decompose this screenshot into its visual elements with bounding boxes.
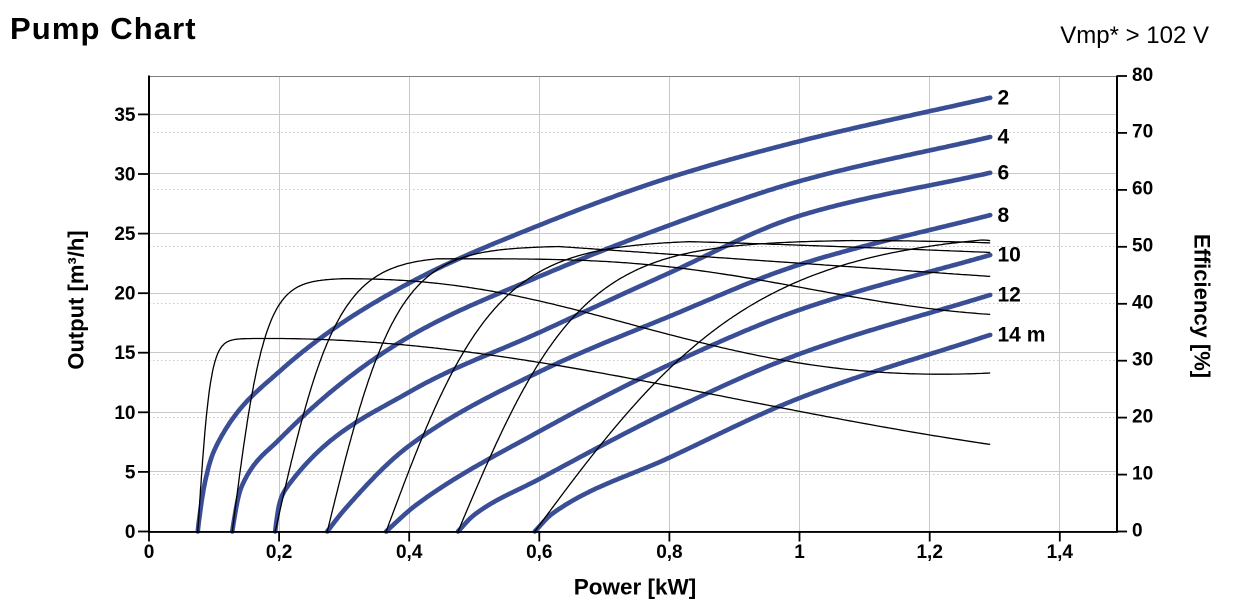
svg-text:30: 30 <box>114 165 135 186</box>
svg-text:15: 15 <box>114 343 136 364</box>
svg-text:6: 6 <box>998 162 1010 185</box>
svg-text:1: 1 <box>794 542 805 563</box>
svg-text:0: 0 <box>144 542 155 563</box>
svg-text:0,6: 0,6 <box>526 542 552 563</box>
svg-text:5: 5 <box>125 462 136 483</box>
svg-text:Power [kW]: Power [kW] <box>574 575 697 600</box>
svg-text:Output [m³/h]: Output [m³/h] <box>64 230 89 369</box>
svg-text:1,4: 1,4 <box>1047 542 1074 563</box>
svg-text:Efficiency [%]: Efficiency [%] <box>1190 234 1215 378</box>
svg-text:10: 10 <box>1132 463 1153 484</box>
svg-text:14 m: 14 m <box>998 324 1046 347</box>
svg-text:0,8: 0,8 <box>656 542 682 563</box>
svg-text:8: 8 <box>998 204 1010 227</box>
svg-text:10: 10 <box>114 403 135 424</box>
svg-text:0,2: 0,2 <box>266 542 292 563</box>
svg-text:1,2: 1,2 <box>916 542 942 563</box>
svg-text:40: 40 <box>1132 293 1153 314</box>
svg-text:0: 0 <box>125 522 136 543</box>
svg-text:60: 60 <box>1132 179 1153 200</box>
svg-text:2: 2 <box>998 86 1010 109</box>
svg-text:10: 10 <box>998 244 1021 267</box>
svg-text:Pump Chart: Pump Chart <box>10 11 197 46</box>
svg-text:4: 4 <box>998 126 1010 149</box>
svg-text:80: 80 <box>1132 65 1153 86</box>
svg-text:20: 20 <box>1132 406 1153 427</box>
svg-text:20: 20 <box>114 284 135 305</box>
svg-text:Vmp* > 102 V: Vmp* > 102 V <box>1060 22 1209 49</box>
svg-text:70: 70 <box>1132 122 1153 143</box>
svg-text:0,4: 0,4 <box>396 542 423 563</box>
svg-text:50: 50 <box>1132 236 1153 257</box>
svg-text:35: 35 <box>114 105 136 126</box>
svg-text:30: 30 <box>1132 350 1153 371</box>
svg-text:25: 25 <box>114 224 136 245</box>
svg-text:0: 0 <box>1132 520 1143 541</box>
svg-text:12: 12 <box>998 284 1021 307</box>
